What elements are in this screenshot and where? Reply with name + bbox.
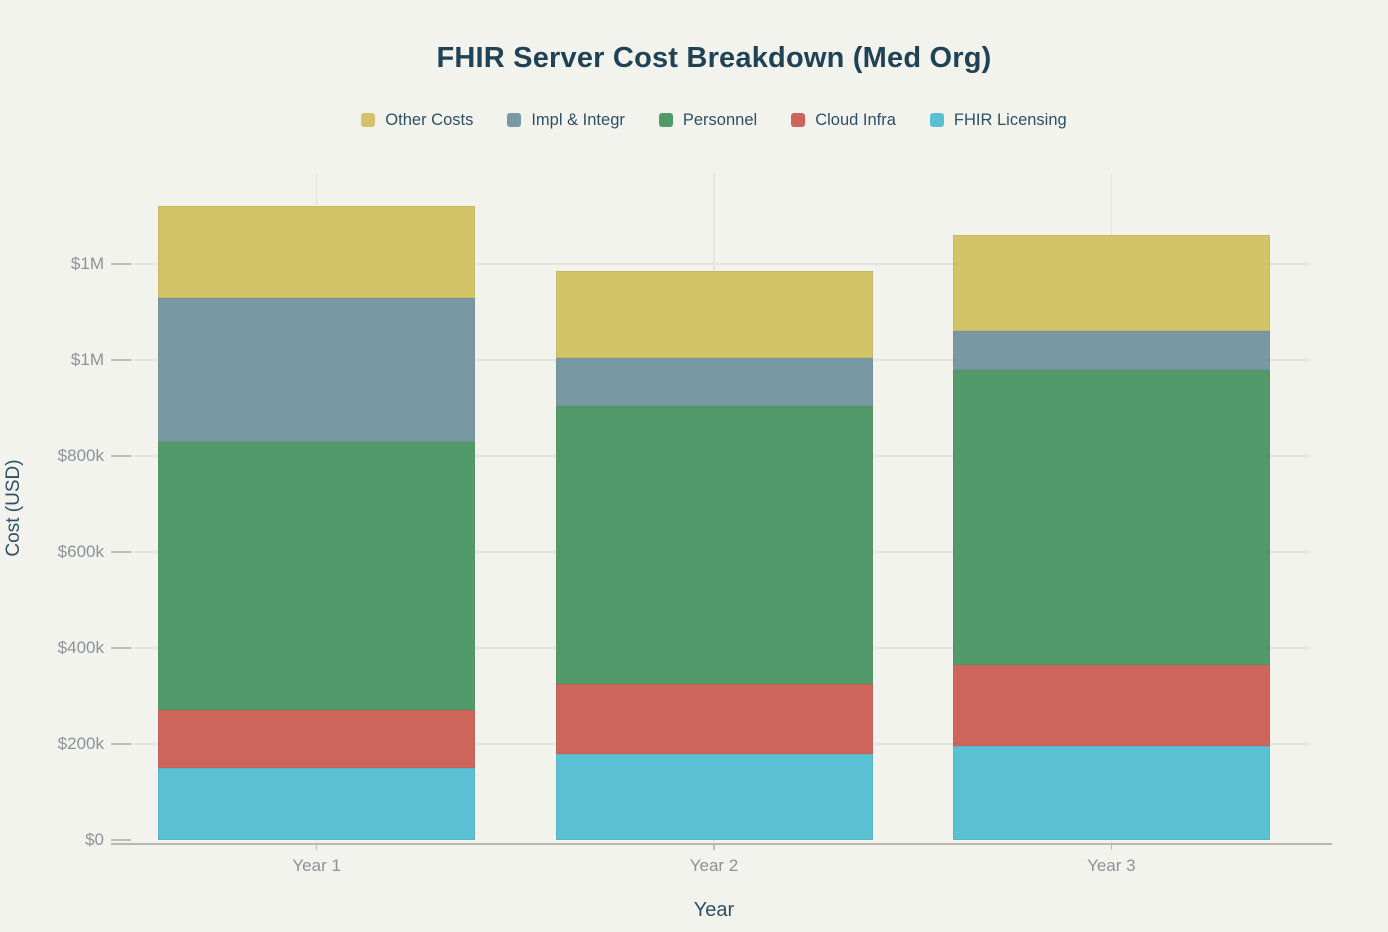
legend-color-swatch [361,113,376,127]
bar-segment-fhir-licensing [952,746,1270,840]
y-tick-mark [111,455,131,457]
bar-segment-impl-integr [952,331,1270,370]
y-tick-mark [111,743,131,745]
bar-segment-impl-integr [555,357,873,406]
y-axis-tick-label: $800k [57,446,104,465]
bar-segment-other-costs [158,206,476,298]
bar-segment-fhir-licensing [158,768,476,840]
legend-item-personnel[interactable]: Personnel [658,110,758,130]
legend-item-label: Other Costs [385,110,474,129]
chart-title: FHIR Server Cost Breakdown (Med Org) [436,42,992,74]
y-axis-tick-label: $600k [57,542,104,561]
bar-segment-cloud-infra [158,710,476,768]
bar-segment-personnel [158,441,476,711]
legend-item-label: Impl & Integr [531,110,625,129]
legend-color-swatch [507,113,522,127]
legend-item-label: FHIR Licensing [953,110,1067,129]
x-axis-tick-label: Year 2 [689,856,739,875]
y-axis-title: Cost (USD) [3,459,24,557]
legend-color-swatch [929,113,944,127]
legend-item-impl-integr[interactable]: Impl & Integr [507,111,625,130]
bar-segment-personnel [555,405,873,684]
x-tick-mark [315,843,318,850]
legend-item-label: Cloud Infra [815,110,896,129]
y-tick-mark [111,359,131,361]
bar-segment-cloud-infra [555,684,873,754]
x-axis-line [111,843,1332,845]
legend-item-cloud-infra[interactable]: Cloud Infra [791,111,896,130]
bar-segment-cloud-infra [952,664,1270,747]
legend: Other Costs Impl & Integr Personnel Cloud I… [118,106,1310,134]
y-tick-mark [111,839,131,841]
x-axis-tick-label: Year 1 [292,856,341,875]
y-axis-tick-label: $400k [57,638,104,657]
y-tick-mark [111,647,131,649]
x-tick-mark [1110,843,1113,850]
y-tick-mark [111,551,131,553]
y-axis-tick-label: $1M [70,254,104,273]
y-axis-tick-label: $0 [85,830,104,849]
bar-segment-personnel [952,369,1270,665]
bar-segment-impl-integr [158,297,476,442]
legend-color-swatch [791,113,806,127]
x-tick-mark [713,843,715,850]
y-axis-tick-label: $1M [70,350,104,369]
legend-color-swatch [658,113,673,127]
x-axis-title: Year [693,899,735,921]
legend-item-other-costs[interactable]: Other Costs [361,111,473,130]
y-tick-mark [111,263,131,265]
legend-item-label: Personnel [682,110,758,129]
y-axis-tick-label: $200k [57,734,104,753]
bar-segment-other-costs [952,235,1270,332]
x-axis-tick-label: Year 3 [1087,856,1136,875]
bar-segment-fhir-licensing [555,753,873,840]
legend-item-fhir-licensing[interactable]: FHIR Licensing [929,110,1067,130]
bar-segment-other-costs [555,271,873,358]
